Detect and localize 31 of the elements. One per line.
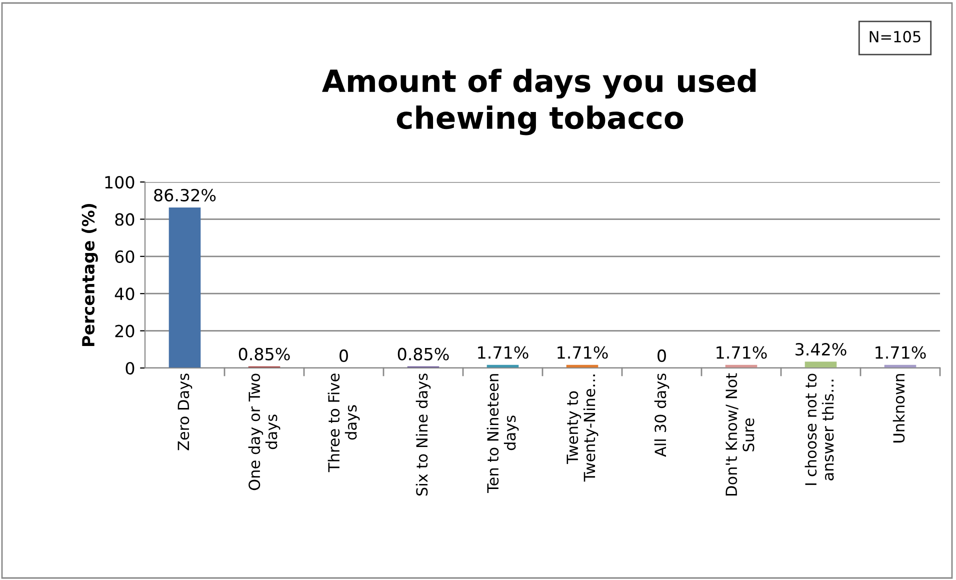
y-tick-label: 40 — [114, 288, 134, 300]
data-label: 0 — [658, 349, 666, 362]
y-tick-label: 20 — [115, 324, 134, 338]
bar — [168, 207, 201, 368]
x-tick-label: Twenty to Twenty-Nine… — [566, 374, 598, 482]
y-axis-title: Percentage (%) — [82, 204, 98, 346]
data-label: 1.71% — [716, 346, 767, 359]
x-tick-label: One day or Two days — [248, 374, 280, 490]
x-tick-label: Six to Nine days — [416, 374, 431, 496]
x-tick-label: Don't Know/ Not Sure — [726, 373, 754, 496]
x-tick-label: Ten to Nineteen days — [486, 374, 519, 493]
data-label: 0.85% — [238, 348, 290, 360]
x-tick-label: Zero Days — [178, 374, 192, 450]
data-label: 3.42% — [796, 343, 846, 356]
y-tick-label: 100 — [105, 176, 134, 189]
bar — [804, 362, 837, 368]
data-label: 1.71% — [478, 346, 528, 359]
x-tick-label: I choose not to answer this… — [804, 374, 834, 485]
data-label: 0 — [340, 349, 348, 362]
y-tick-label: 60 — [115, 250, 134, 263]
text: N=105 — [870, 30, 920, 42]
data-label: 1.71% — [558, 346, 608, 359]
x-tick-label: Three to Five days — [328, 374, 360, 472]
y-tick-label: 0 — [126, 362, 134, 375]
chart-title: Amount of days you used chewing tobacco — [322, 68, 756, 136]
data-label: 86.32% — [154, 188, 216, 202]
x-tick-label: Unknown — [892, 374, 905, 442]
y-tick-label: 80 — [115, 213, 134, 226]
x-tick-label: All 30 days — [654, 374, 670, 457]
data-label: 0.85% — [398, 348, 449, 360]
data-label: 1.71% — [876, 346, 926, 359]
